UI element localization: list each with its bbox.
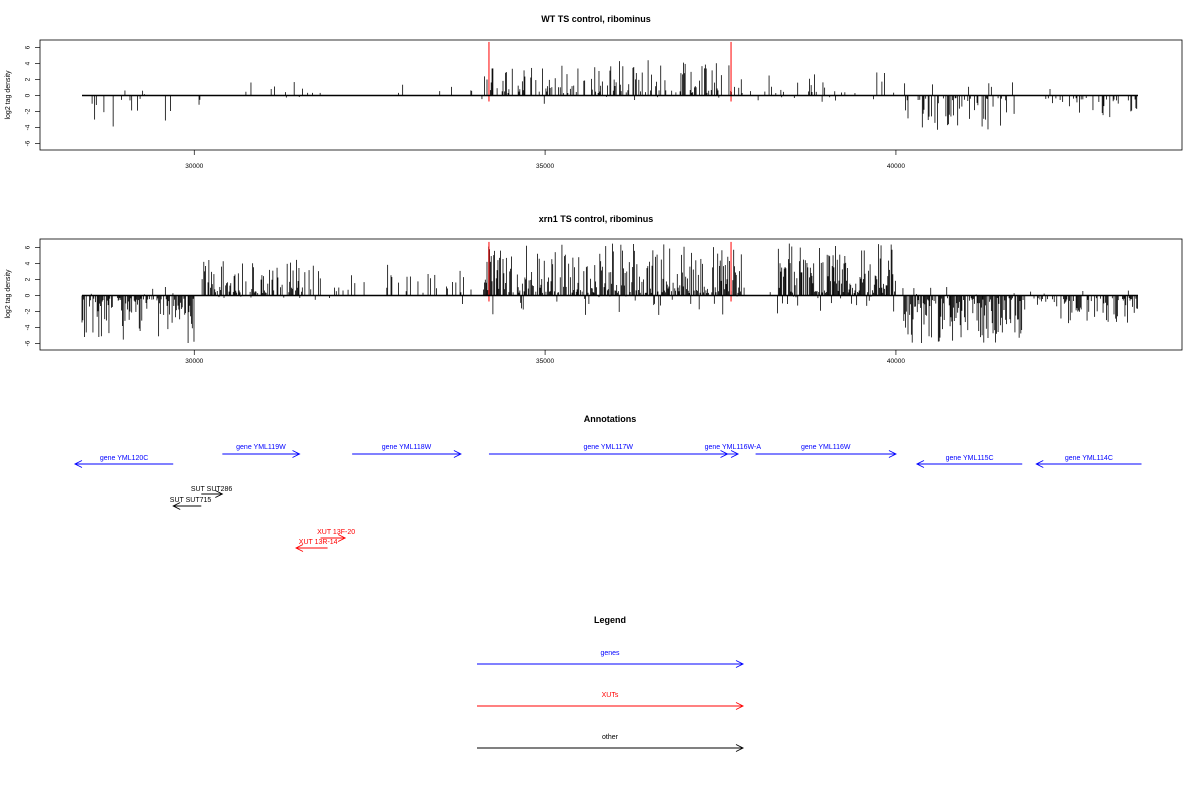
legend-item: XUTs [477,692,745,710]
feature-label: gene YML117W [583,444,633,451]
feature-arrowhead [453,450,462,458]
feature-label: gene YML115C [946,455,994,462]
annotation-feature: gene YML120C [73,455,174,468]
feature-arrowhead [73,460,83,468]
annotation-feature: gene YML114C [1035,455,1142,468]
legend: Legend genes XUTs other [477,615,745,752]
y-tick-label: 4 [25,261,32,265]
wt-highlight-lines [488,41,732,102]
wt-y-axis: -6 -4 -2 0 2 4 6 [25,45,40,146]
feature-label: SUT SUT715 [170,497,212,504]
feature-arrowhead [215,490,224,498]
wt-x-axis: 30000 35000 40000 [185,150,905,170]
x-tick-label: 35000 [536,163,554,170]
legend-arrowhead [735,744,745,752]
wt-y-axis-label: log2 tag density [5,70,12,120]
legend-items: genes XUTs other [477,650,745,752]
legend-label: other [602,734,619,741]
x-tick-label: 30000 [185,358,203,365]
y-tick-label: 2 [25,77,32,81]
feature-label: XUT 13F-20 [317,529,355,536]
annotation-feature: SUT SUT286 [191,486,233,498]
y-tick-label: -4 [25,324,32,330]
feature-label: SUT SUT286 [191,486,233,493]
annotation-feature: XUT 13F-20 [317,529,355,542]
wt-panel-title: WT TS control, ribominus [541,14,651,24]
x-tick-label: 40000 [887,358,905,365]
y-tick-label: 2 [25,277,32,281]
legend-label: XUTs [602,692,619,699]
y-tick-label: -6 [25,340,32,346]
feature-label: XUT 13R-14 [299,539,338,546]
y-tick-label: 6 [25,45,32,49]
annotation-feature: gene YML115C [915,455,1023,468]
feature-arrowhead [292,450,301,458]
xrn1-panel-title: xrn1 TS control, ribominus [539,214,654,224]
wt-plot-frame [39,39,1183,151]
feature-label: gene YML116W-A [705,444,762,451]
annotation-feature: gene YML119W [222,444,301,458]
x-tick-label: 30000 [185,163,203,170]
xrn1-x-axis: 30000 35000 40000 [185,350,905,365]
wt-signal-bars [91,60,1138,130]
legend-arrowhead [735,660,745,668]
y-tick-label: -4 [25,124,32,130]
feature-arrowhead [888,450,897,458]
legend-item: other [477,734,745,752]
annotation-feature: gene YML116W-A [705,444,762,458]
xrn1-y-axis-label: log2 tag density [5,269,12,319]
annotations-title: Annotations [584,414,637,424]
x-tick-label: 35000 [536,358,554,365]
xrn1-highlight-lines [488,241,732,302]
feature-label: gene YML114C [1065,455,1113,462]
legend-label: genes [600,650,620,657]
feature-arrowhead [172,502,181,510]
xrn1-plot-frame [39,238,1183,351]
y-tick-label: 0 [25,293,32,297]
feature-arrowhead [337,534,347,542]
annotation-feature: XUT 13R-14 [295,539,338,552]
feature-label: gene YML118W [382,444,432,451]
feature-label: gene YML119W [236,444,286,451]
legend-item: genes [477,650,745,668]
y-tick-label: 6 [25,245,32,249]
xrn1-signal-panel: xrn1 TS control, ribominus log2 tag dens… [5,214,1183,365]
feature-label: gene YML116W [801,444,851,451]
feature-arrowhead [915,460,925,468]
y-tick-label: 0 [25,93,32,97]
y-tick-label: 4 [25,61,32,65]
annotation-feature: SUT SUT715 [170,497,212,510]
y-tick-label: -6 [25,140,32,146]
xrn1-y-axis: -6 -4 -2 0 2 4 6 [25,245,40,346]
y-tick-label: -2 [25,108,32,114]
feature-arrowhead [295,544,304,552]
annotation-feature: gene YML117W [488,444,729,458]
legend-arrowhead [735,702,745,710]
annotation-feature: gene YML116W [755,444,897,458]
y-tick-label: -2 [25,308,32,314]
feature-label: gene YML120C [100,455,149,462]
x-tick-label: 40000 [887,163,905,170]
annotation-features: gene YML120C gene YML119W gene YML118W gene… [73,444,1142,552]
legend-title: Legend [594,615,626,625]
feature-arrowhead [730,450,740,458]
wt-signal-panel: WT TS control, ribominus log2 tag densit… [5,14,1183,170]
xrn1-signal-bars [81,243,1138,344]
annotation-feature: gene YML118W [352,444,462,458]
feature-arrowhead [1035,460,1044,468]
